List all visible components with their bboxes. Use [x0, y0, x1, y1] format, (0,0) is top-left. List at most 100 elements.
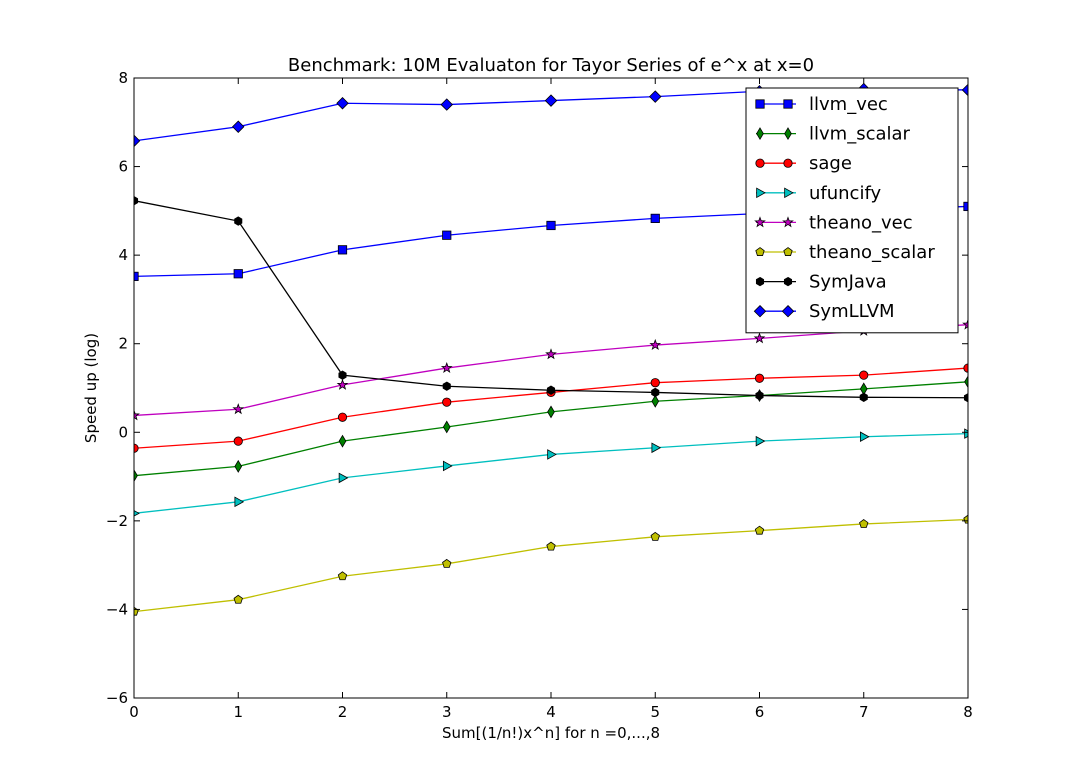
x-axis-label: Sum[(1/n!)x^n] for n =0,...,8	[442, 724, 660, 742]
data-point-llvm_scalar-2	[338, 434, 347, 448]
series-llvm_scalar	[134, 375, 968, 483]
data-point-theano_scalar-2	[337, 571, 348, 581]
data-point-sage-2	[337, 412, 348, 422]
chart-title: Benchmark: 10M Evaluaton for Tayor Serie…	[288, 55, 814, 76]
data-point-theano_scalar-3	[442, 558, 452, 568]
data-point-sage-6	[754, 373, 765, 383]
legend-marker-right	[782, 216, 794, 228]
x-tick-label: 7	[859, 703, 869, 721]
y-axis-label: Speed up (log)	[82, 333, 100, 443]
data-point-ufuncify-3	[442, 460, 453, 472]
data-point-theano_vec-6	[753, 332, 766, 344]
x-tick-label: 0	[129, 703, 139, 721]
data-point-SymLLVM-2	[336, 97, 349, 110]
legend-item-llvm_vec: llvm_vec	[755, 94, 888, 115]
y-tick-label: 2	[118, 335, 128, 353]
data-point-theano_vec-2	[336, 378, 349, 390]
data-point-theano_scalar-6	[754, 525, 765, 535]
legend-label: theano_scalar	[809, 242, 935, 263]
legend-label: llvm_vec	[809, 94, 888, 115]
x-tick-label: 3	[442, 703, 452, 721]
data-point-SymLLVM-1	[232, 120, 245, 133]
data-point-ufuncify-7	[859, 431, 870, 443]
x-tick-label: 2	[338, 703, 348, 721]
legend-label: SymLLVM	[809, 301, 895, 322]
data-point-SymJava-4	[546, 385, 556, 395]
data-point-llvm_scalar-5	[651, 394, 660, 408]
data-point-theano_vec-3	[440, 361, 453, 374]
data-point-SymJava-5	[651, 387, 660, 398]
data-point-llvm_scalar-8	[964, 375, 968, 389]
data-point-ufuncify-1	[234, 496, 245, 508]
data-point-ufuncify-4	[547, 449, 557, 460]
data-point-SymJava-6	[755, 390, 764, 401]
x-tick-label: 5	[650, 703, 660, 721]
x-tick-label: 1	[233, 703, 243, 721]
y-tick-label: −2	[106, 512, 128, 530]
legend-marker-right	[784, 127, 792, 141]
data-point-SymLLVM-0	[134, 134, 141, 148]
data-point-theano_scalar-1	[233, 594, 243, 604]
data-point-theano_vec-5	[649, 338, 662, 351]
data-point-ufuncify-6	[755, 435, 766, 447]
data-point-ufuncify-0	[134, 510, 140, 517]
legend-marker-left	[755, 276, 765, 287]
data-point-llvm_scalar-3	[442, 420, 451, 434]
legend-item-SymLLVM: SymLLVM	[753, 301, 895, 322]
series-ufuncify	[134, 428, 968, 517]
legend-marker-left	[753, 304, 767, 318]
data-point-SymJava-2	[338, 370, 347, 380]
data-point-SymLLVM-8	[961, 83, 968, 97]
axes: 0 1 2 3 4 5 6 7 8 −6 −4 −2 0 2 4 6 8	[106, 69, 973, 721]
data-point-SymJava-1	[234, 216, 243, 226]
legend-box	[745, 87, 959, 334]
y-tick-label: 6	[118, 158, 128, 176]
data-point-ufuncify-8	[964, 428, 968, 439]
data-point-theano_vec-4	[545, 348, 557, 360]
data-point-SymLLVM-3	[440, 98, 453, 111]
series-theano_scalar	[134, 514, 968, 616]
y-tick-label: 8	[118, 69, 128, 87]
legend-marker-left	[756, 187, 766, 199]
legend-marker-right	[783, 99, 793, 109]
data-point-SymJava-0	[134, 196, 139, 206]
data-point-SymLLVM-4	[544, 94, 558, 107]
data-point-theano_scalar-7	[859, 519, 869, 528]
data-point-llvm_scalar-1	[234, 459, 243, 473]
data-point-llvm_scalar-4	[547, 405, 555, 419]
data-point-theano_vec-1	[232, 403, 245, 415]
legend-marker-right	[784, 187, 794, 199]
data-point-llvm_vec-2	[337, 245, 348, 255]
legend-marker-right	[783, 158, 793, 168]
y-tick-label: −6	[106, 689, 128, 707]
legend-marker-right	[781, 304, 795, 318]
data-point-SymLLVM-5	[649, 90, 662, 103]
legend-item-theano_scalar: theano_scalar	[755, 242, 935, 263]
legend-label: theano_vec	[809, 212, 913, 233]
data-point-ufuncify-5	[651, 442, 662, 454]
data-point-theano_scalar-4	[546, 541, 556, 551]
data-point-llvm_vec-3	[442, 230, 452, 240]
x-tick-label: 4	[546, 703, 556, 721]
data-point-theano_vec-8	[962, 318, 968, 330]
legend-label: SymJava	[809, 272, 887, 293]
legend-item-llvm_scalar: llvm_scalar	[756, 124, 911, 145]
x-tick-label: 8	[963, 703, 973, 721]
legend-item-theano_vec: theano_vec	[754, 212, 913, 233]
data-point-llvm_vec-4	[546, 220, 556, 231]
y-tick-label: 0	[118, 423, 128, 441]
y-tick-label: −4	[106, 600, 128, 618]
legend-item-SymJava: SymJava	[755, 272, 887, 293]
data-point-theano_scalar-5	[650, 531, 660, 541]
x-tick-label: 6	[755, 703, 765, 721]
y-tick-label: 4	[118, 246, 128, 264]
legend-label: llvm_scalar	[809, 124, 911, 145]
series-SymJava	[134, 196, 968, 403]
data-point-ufuncify-2	[338, 472, 349, 484]
legend-label: sage	[809, 153, 852, 174]
data-point-SymJava-8	[963, 393, 968, 403]
legend-marker-right	[783, 247, 793, 256]
data-point-sage-3	[442, 397, 452, 407]
